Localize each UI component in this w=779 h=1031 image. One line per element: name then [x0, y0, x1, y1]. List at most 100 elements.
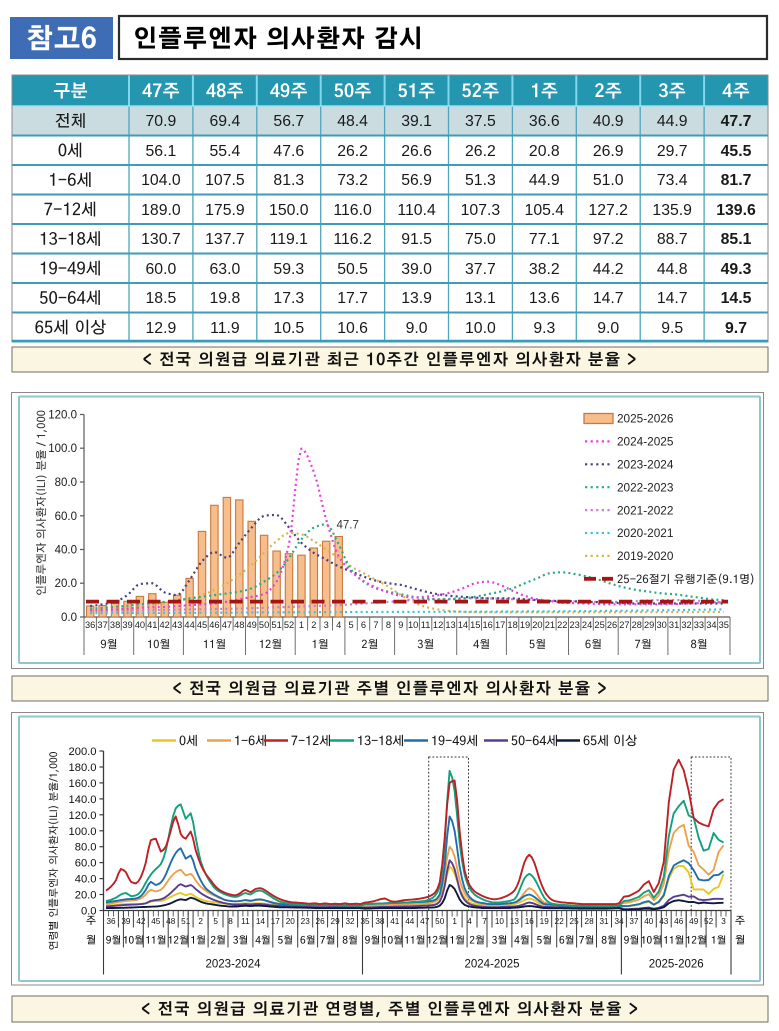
- svg-text:51: 51: [271, 620, 281, 630]
- svg-text:23: 23: [301, 917, 311, 926]
- svg-text:26.6: 26.6: [401, 143, 432, 160]
- svg-text:137.7: 137.7: [205, 231, 245, 248]
- svg-text:12: 12: [433, 620, 443, 630]
- svg-text:69.4: 69.4: [210, 113, 241, 130]
- svg-text:17: 17: [495, 620, 505, 630]
- svg-text:73.2: 73.2: [337, 172, 368, 189]
- svg-text:119.1: 119.1: [270, 231, 309, 248]
- svg-text:116.2: 116.2: [333, 231, 371, 248]
- svg-text:0.0: 0.0: [81, 906, 97, 918]
- svg-text:24: 24: [582, 620, 592, 630]
- svg-text:26: 26: [607, 620, 617, 630]
- svg-text:16: 16: [483, 620, 493, 630]
- svg-text:35: 35: [360, 917, 370, 926]
- svg-text:107.3: 107.3: [461, 202, 501, 219]
- svg-text:56.9: 56.9: [401, 172, 432, 189]
- svg-text:2022-2023: 2022-2023: [617, 480, 674, 494]
- svg-text:26.9: 26.9: [593, 143, 624, 160]
- svg-text:52: 52: [704, 917, 714, 926]
- svg-text:85.1: 85.1: [721, 231, 752, 248]
- svg-text:52: 52: [284, 620, 294, 630]
- svg-text:36.6: 36.6: [529, 113, 560, 130]
- svg-text:7: 7: [482, 917, 487, 926]
- svg-text:2024-2025: 2024-2025: [617, 435, 674, 449]
- svg-text:44.9: 44.9: [657, 113, 688, 130]
- svg-text:51.0: 51.0: [593, 172, 624, 189]
- svg-text:51.3: 51.3: [465, 172, 496, 189]
- svg-text:42: 42: [136, 917, 146, 926]
- svg-text:47.7: 47.7: [721, 113, 752, 130]
- svg-text:25: 25: [594, 620, 604, 630]
- svg-text:0.0: 0.0: [61, 612, 77, 624]
- svg-text:2021-2022: 2021-2022: [617, 503, 673, 517]
- svg-text:38: 38: [110, 620, 120, 630]
- svg-text:48: 48: [166, 917, 176, 926]
- svg-text:19.8: 19.8: [210, 290, 241, 307]
- svg-text:1: 1: [452, 917, 457, 926]
- svg-text:175.9: 175.9: [205, 202, 245, 219]
- svg-text:44.2: 44.2: [593, 261, 624, 278]
- svg-text:120.0: 120.0: [69, 810, 97, 822]
- svg-text:2025-2026: 2025-2026: [649, 959, 704, 971]
- svg-text:127.2: 127.2: [588, 202, 628, 219]
- svg-text:8: 8: [386, 620, 391, 630]
- svg-text:3: 3: [324, 620, 329, 630]
- svg-text:14.7: 14.7: [657, 290, 688, 307]
- svg-text:135.9: 135.9: [652, 202, 692, 219]
- svg-text:46: 46: [674, 917, 684, 926]
- svg-text:49.3: 49.3: [721, 261, 752, 278]
- svg-text:38.2: 38.2: [529, 261, 560, 278]
- svg-text:20: 20: [532, 620, 542, 630]
- svg-text:26.2: 26.2: [465, 143, 496, 160]
- svg-text:80.0: 80.0: [75, 842, 97, 854]
- svg-text:14: 14: [458, 620, 468, 630]
- svg-text:140.0: 140.0: [69, 794, 97, 806]
- svg-text:81.7: 81.7: [721, 172, 752, 189]
- svg-text:50: 50: [435, 917, 445, 926]
- svg-text:9.5: 9.5: [661, 320, 683, 337]
- svg-text:16: 16: [525, 917, 535, 926]
- svg-text:110.4: 110.4: [397, 202, 436, 219]
- svg-text:39.0: 39.0: [401, 261, 432, 278]
- svg-text:17: 17: [271, 917, 281, 926]
- svg-text:29.7: 29.7: [657, 143, 688, 160]
- svg-text:120.0: 120.0: [48, 410, 77, 422]
- svg-text:104.0: 104.0: [141, 172, 181, 189]
- svg-text:29: 29: [331, 917, 341, 926]
- svg-text:2: 2: [198, 917, 203, 926]
- svg-text:130.7: 130.7: [141, 231, 181, 248]
- svg-text:77.1: 77.1: [529, 231, 560, 248]
- svg-text:40: 40: [135, 620, 145, 630]
- svg-text:13: 13: [445, 620, 455, 630]
- svg-text:40.9: 40.9: [593, 113, 624, 130]
- svg-text:56.7: 56.7: [273, 113, 304, 130]
- svg-text:9.3: 9.3: [533, 320, 555, 337]
- svg-text:28: 28: [585, 917, 595, 926]
- svg-text:10.5: 10.5: [273, 320, 304, 337]
- svg-text:4: 4: [467, 917, 472, 926]
- svg-text:11: 11: [421, 620, 431, 630]
- svg-text:10.0: 10.0: [465, 320, 496, 337]
- svg-text:4: 4: [336, 620, 341, 630]
- svg-text:45: 45: [151, 917, 161, 926]
- svg-text:2019-2020: 2019-2020: [617, 549, 674, 563]
- svg-text:2024-2025: 2024-2025: [465, 959, 520, 971]
- svg-text:8: 8: [228, 917, 233, 926]
- svg-text:21: 21: [545, 620, 555, 630]
- svg-text:59.3: 59.3: [273, 261, 304, 278]
- svg-text:39.1: 39.1: [401, 113, 432, 130]
- svg-text:43: 43: [659, 917, 669, 926]
- svg-text:31: 31: [599, 917, 609, 926]
- svg-text:41: 41: [390, 917, 400, 926]
- svg-text:5: 5: [349, 620, 354, 630]
- svg-text:26.2: 26.2: [337, 143, 368, 160]
- svg-text:37.7: 37.7: [465, 261, 496, 278]
- svg-text:18: 18: [507, 620, 517, 630]
- svg-text:20.0: 20.0: [75, 890, 97, 902]
- svg-text:27: 27: [619, 620, 629, 630]
- svg-text:36: 36: [106, 917, 116, 926]
- svg-text:13.9: 13.9: [401, 290, 432, 307]
- svg-text:60.0: 60.0: [55, 511, 77, 523]
- svg-text:43: 43: [172, 620, 182, 630]
- svg-text:200.0: 200.0: [69, 746, 97, 758]
